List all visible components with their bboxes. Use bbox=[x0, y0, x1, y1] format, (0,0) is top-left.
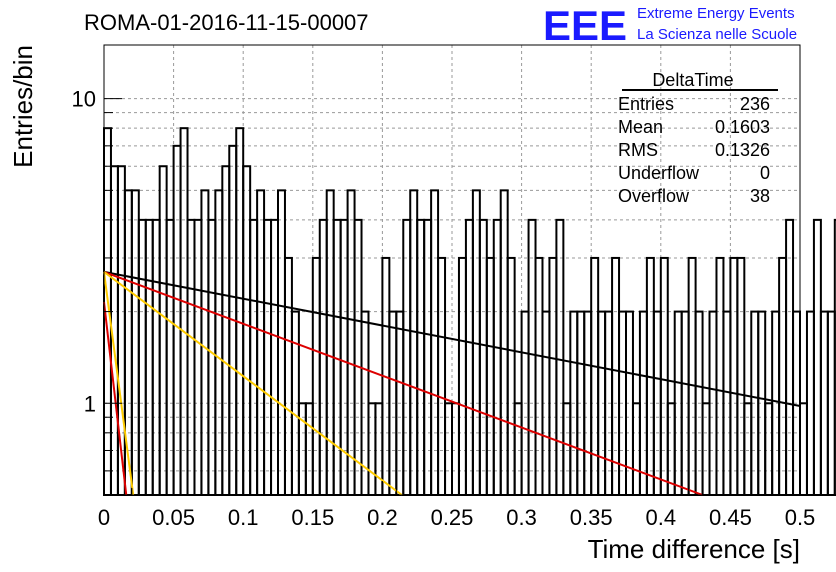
histogram-bar bbox=[778, 256, 788, 496]
histogram-bar bbox=[123, 189, 133, 496]
x-tick-label: 0.5 bbox=[785, 505, 816, 530]
x-axis-title: Time difference [s] bbox=[588, 534, 800, 564]
histogram-bar bbox=[151, 218, 161, 497]
histogram-bar bbox=[715, 256, 725, 496]
histogram-bar bbox=[270, 218, 280, 497]
histogram-bar bbox=[318, 218, 328, 497]
fit-line bbox=[103, 270, 703, 496]
stats-label-mean: Mean bbox=[618, 117, 663, 137]
logo-line1: Extreme Energy Events bbox=[637, 5, 795, 22]
x-tick-label: 0.1 bbox=[228, 505, 259, 530]
histogram-bar bbox=[826, 310, 836, 497]
histogram-bar bbox=[729, 256, 739, 496]
histogram-bar bbox=[611, 256, 621, 496]
chart-title: ROMA-01-2016-11-15-00007 bbox=[84, 10, 369, 35]
histogram-bar bbox=[659, 256, 669, 496]
histogram-bar bbox=[207, 218, 217, 497]
histogram-bar bbox=[193, 218, 203, 497]
histogram-bar bbox=[263, 218, 273, 497]
axes: 0 0.05 0.1 0.15 0.2 0.25 0.3 0.35 0.4 0.45 0.5 1 10 bbox=[72, 87, 816, 530]
histogram-bar bbox=[687, 256, 697, 496]
stats-label-underflow: Underflow bbox=[618, 163, 700, 183]
histogram-bar bbox=[325, 189, 335, 496]
x-tick-label: 0.45 bbox=[709, 505, 752, 530]
x-tick-label: 0.05 bbox=[152, 505, 195, 530]
histogram-bar bbox=[311, 256, 321, 496]
histogram-bar bbox=[812, 218, 822, 497]
stats-title: DeltaTime bbox=[652, 70, 733, 90]
histogram-bar bbox=[214, 189, 224, 496]
histogram-bar bbox=[283, 256, 293, 496]
histogram-bar bbox=[499, 189, 509, 496]
histogram-bar bbox=[785, 218, 795, 497]
fit-line bbox=[103, 301, 128, 496]
histogram-bar bbox=[221, 165, 231, 496]
fit-lines bbox=[103, 270, 801, 496]
histogram-bar bbox=[590, 256, 600, 496]
stats-value-underflow: 0 bbox=[760, 163, 770, 183]
histogram-bar bbox=[430, 189, 440, 496]
histogram-bar bbox=[799, 402, 808, 497]
histogram-bar bbox=[172, 144, 182, 496]
fit-line bbox=[103, 271, 403, 496]
histogram-bar bbox=[416, 218, 426, 497]
histogram-bar bbox=[277, 189, 286, 496]
histogram-bar bbox=[158, 165, 168, 496]
x-tick-label: 0 bbox=[98, 505, 110, 530]
x-tick-label: 0.4 bbox=[646, 505, 677, 530]
histogram-bar bbox=[137, 218, 147, 497]
stats-value-entries: 236 bbox=[740, 94, 770, 114]
histogram-bar bbox=[242, 165, 252, 496]
histogram-bar bbox=[186, 218, 196, 497]
histogram-bar bbox=[819, 310, 829, 497]
histogram-bar bbox=[249, 218, 259, 497]
histogram-bar bbox=[485, 256, 495, 496]
histogram-bar bbox=[506, 256, 516, 496]
histogram-bar bbox=[736, 256, 746, 496]
y-tick-label: 1 bbox=[84, 391, 96, 416]
y-axis-title: Entries/bin bbox=[8, 45, 38, 168]
stats-label-entries: Entries bbox=[618, 94, 674, 114]
stats-value-rms: 0.1326 bbox=[715, 140, 770, 160]
x-tick-label: 0.35 bbox=[570, 505, 613, 530]
logo-line2: La Scienza nelle Scuole bbox=[637, 26, 797, 43]
histogram-bar bbox=[165, 218, 175, 497]
histogram-bar bbox=[527, 218, 537, 497]
histogram-bar bbox=[353, 218, 363, 497]
x-tick-label: 0.2 bbox=[367, 505, 398, 530]
stats-value-overflow: 38 bbox=[750, 186, 770, 206]
histogram-bar bbox=[409, 189, 419, 496]
histogram-bar bbox=[402, 218, 412, 497]
histogram-bar bbox=[200, 189, 210, 496]
stats-box: DeltaTime Entries 236 Mean 0.1603 RMS 0.… bbox=[618, 70, 778, 206]
x-tick-label: 0.3 bbox=[506, 505, 537, 530]
histogram-bar bbox=[805, 310, 815, 497]
histogram-bar bbox=[555, 218, 565, 497]
histogram-bar bbox=[423, 218, 433, 497]
histogram-bar bbox=[144, 218, 154, 497]
histogram-bar bbox=[492, 218, 502, 497]
histogram-bar bbox=[464, 218, 474, 497]
logo-mark: EEE bbox=[543, 2, 627, 49]
x-tick-label: 0.25 bbox=[431, 505, 474, 530]
histogram-bar bbox=[256, 189, 266, 496]
stats-label-overflow: Overflow bbox=[618, 186, 690, 206]
histogram-bar bbox=[346, 189, 356, 496]
histogram-bar bbox=[534, 256, 544, 496]
fit-line bbox=[103, 271, 135, 496]
histogram-bar bbox=[457, 256, 467, 496]
histogram-bar bbox=[833, 218, 836, 497]
y-tick-label: 10 bbox=[72, 87, 96, 112]
stats-value-mean: 0.1603 bbox=[715, 117, 770, 137]
histogram-bar bbox=[130, 189, 140, 496]
histogram-bar bbox=[548, 256, 558, 496]
stats-label-rms: RMS bbox=[618, 140, 658, 160]
fit-line bbox=[103, 270, 801, 407]
eee-logo: EEE Extreme Energy Events La Scienza nel… bbox=[543, 2, 797, 49]
histogram-bar bbox=[478, 218, 488, 497]
x-tick-label: 0.15 bbox=[291, 505, 334, 530]
histogram-bar bbox=[437, 256, 447, 496]
